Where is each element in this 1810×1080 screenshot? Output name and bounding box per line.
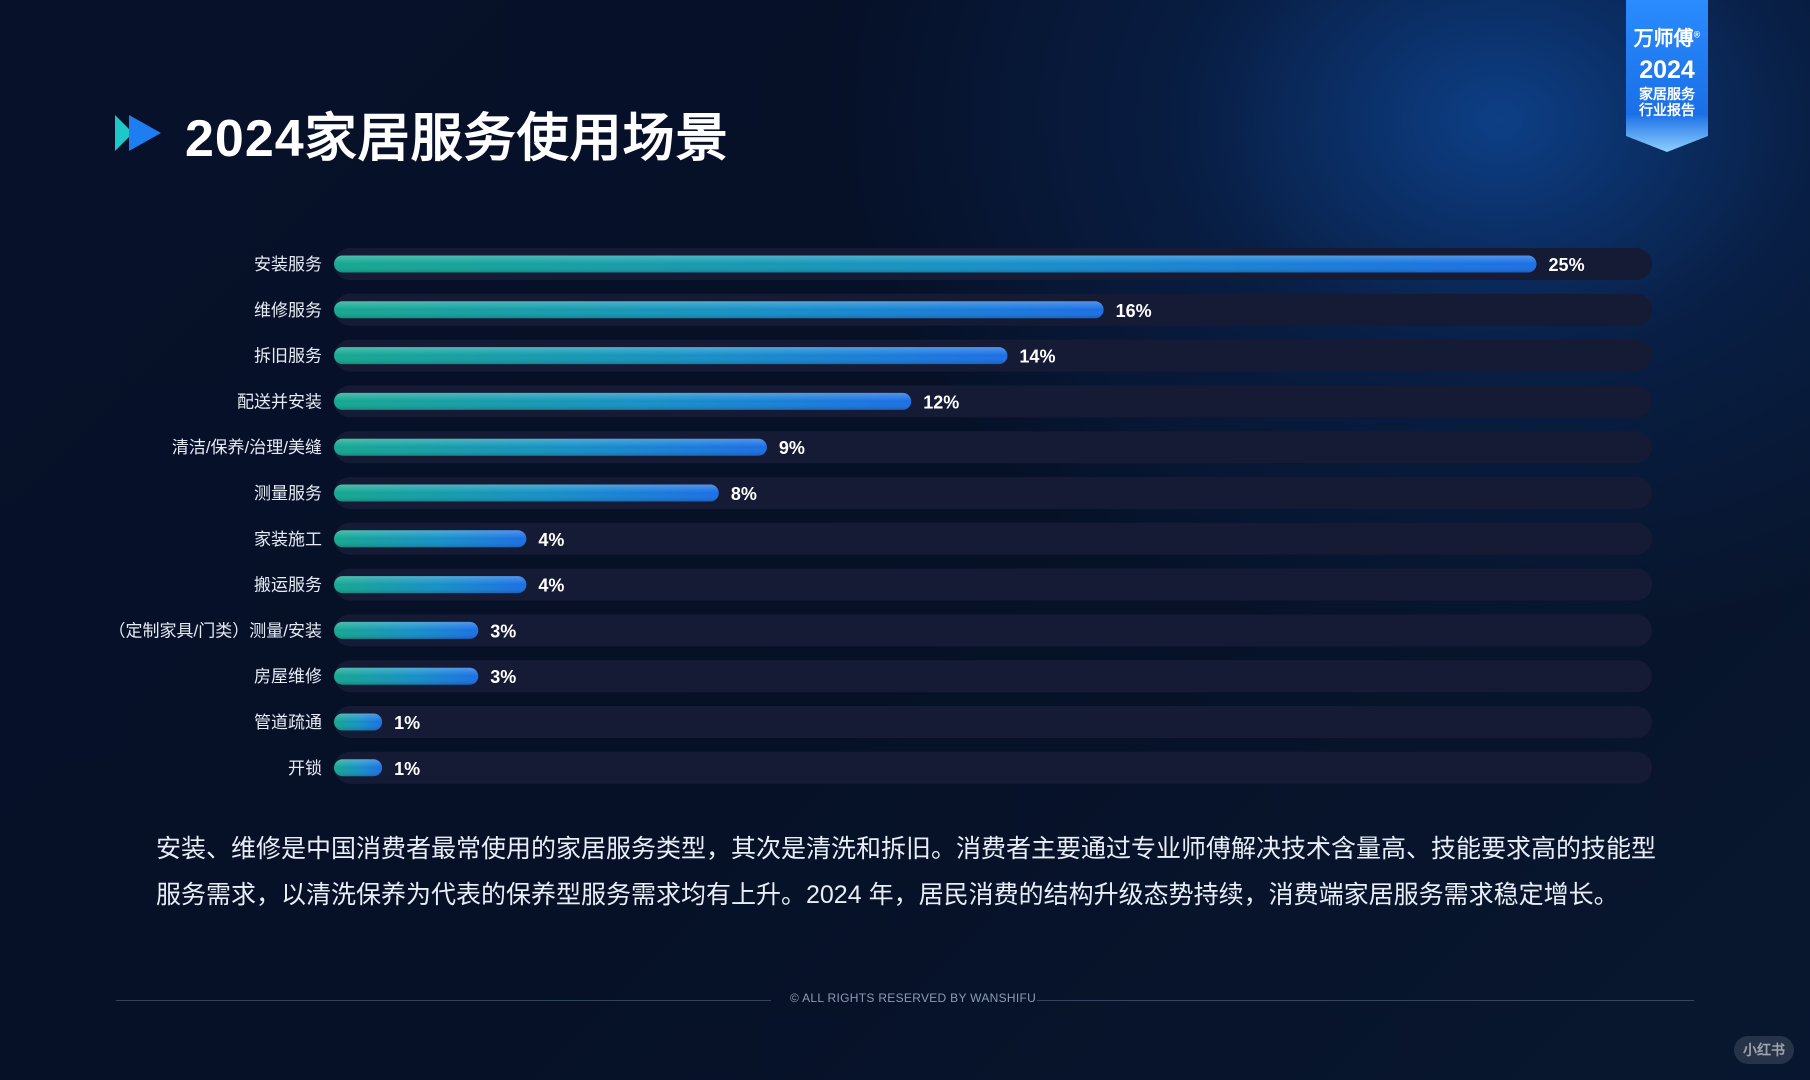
bar-shine	[334, 576, 527, 594]
bar-shine	[334, 438, 767, 456]
category-label: 配送并安装	[237, 392, 322, 411]
value-label: 1%	[394, 713, 420, 733]
category-label: （定制家具/门类）测量/安装	[109, 621, 322, 640]
badge-brand: 万师傅	[1633, 28, 1694, 50]
value-label: 16%	[1116, 301, 1152, 321]
value-label: 3%	[490, 667, 516, 687]
usage-bar-chart: 安装服务 25% 维修服务 16% 拆旧服务 14% 配送并安装 12% 清洁/保养/治理/美缝…	[109, 248, 1652, 784]
page-title-block: 2024家居服务使用场景	[115, 98, 729, 168]
bar-shine	[334, 301, 1104, 319]
bar-track	[334, 751, 1652, 784]
badge-trademark: ®	[1693, 29, 1701, 40]
value-label: 12%	[923, 392, 959, 412]
bar-track	[334, 522, 1652, 555]
value-label: 4%	[538, 576, 564, 596]
category-label: 拆旧服务	[254, 347, 322, 366]
badge-line-2: 行业报告	[1639, 102, 1695, 118]
play-arrow-icon	[115, 115, 161, 151]
description: 安装、维修是中国消费者最常使用的家居服务类型，其次是清洗和拆旧。消费者主要通过专…	[156, 826, 1676, 918]
bar-shine	[334, 667, 479, 685]
category-label: 测量服务	[254, 484, 322, 503]
category-label: 搬运服务	[254, 576, 322, 595]
value-label: 3%	[490, 621, 516, 641]
category-label: 房屋维修	[254, 667, 322, 686]
category-label: 安装服务	[254, 255, 322, 274]
bar-shine	[334, 347, 1008, 365]
badge-year: 2024	[1639, 56, 1695, 84]
category-label: 开锁	[288, 759, 322, 778]
bar-track	[334, 706, 1652, 738]
report-badge: 万师傅® 2024 家居服务 行业报告	[1626, 0, 1708, 152]
category-label: 管道疏通	[254, 713, 322, 732]
value-label: 1%	[394, 759, 420, 779]
footer-divider-right	[1037, 1000, 1694, 1001]
description-line-1: 安装、维修是中国消费者最常使用的家居服务类型，其次是清洗和拆旧。消费者主要通过专…	[156, 835, 1657, 863]
category-label: 维修服务	[254, 301, 322, 320]
category-label: 清洁/保养/治理/美缝	[172, 438, 322, 457]
value-label: 4%	[538, 530, 564, 550]
badge-ribbon-icon	[1626, 0, 1708, 152]
category-label: 家装施工	[254, 530, 322, 549]
value-label: 9%	[779, 438, 805, 458]
value-label: 8%	[731, 484, 757, 504]
value-label: 14%	[1019, 347, 1055, 367]
footer-copyright: © ALL RIGHTS RESERVED BY WANSHIFU	[790, 991, 1037, 1005]
bar-shine	[334, 759, 383, 777]
bar-shine	[334, 713, 383, 731]
footer-divider-left	[116, 1000, 771, 1001]
page-title: 2024家居服务使用场景	[185, 109, 729, 168]
bar-track	[334, 568, 1652, 601]
description-line-2: 服务需求，以清洗保养为代表的保养型服务需求均有上升。2024 年，居民消费的结构…	[156, 881, 1619, 909]
value-label: 25%	[1549, 255, 1585, 275]
bar-shine	[334, 255, 1537, 273]
bar-shine	[334, 530, 527, 548]
bar-track	[334, 660, 1652, 693]
badge-line-1: 家居服务	[1639, 86, 1695, 102]
bar-shine	[334, 392, 912, 410]
bar-shine	[334, 484, 719, 502]
watermark-logo: 小红书	[1734, 1036, 1794, 1064]
bar-track	[334, 614, 1652, 647]
bar-shine	[334, 621, 479, 639]
